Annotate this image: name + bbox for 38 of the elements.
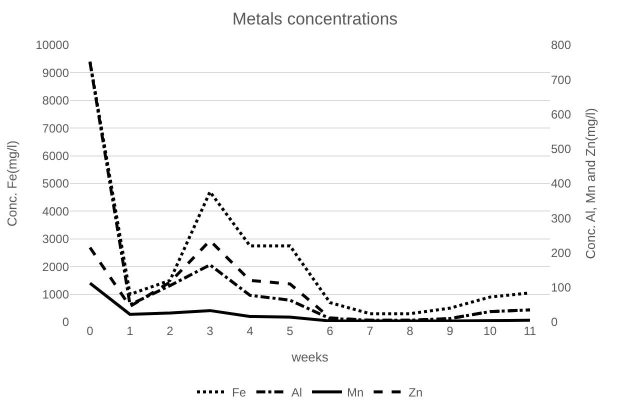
y-tick-label: 2000	[42, 260, 70, 274]
y2-tick-label: 100	[551, 280, 572, 295]
y-tick-label: 4000	[42, 204, 70, 218]
y2-tick-label: 600	[551, 107, 572, 122]
y-tick-label: 9000	[42, 66, 70, 80]
y2-tick-label: 800	[551, 38, 572, 52]
x-tick-label: 8	[406, 324, 414, 338]
y2-tick-label: 200	[551, 246, 572, 260]
y-tick-label: 10000	[36, 38, 70, 52]
x-tick-label: 5	[286, 324, 294, 338]
y-tick-label: 3000	[42, 232, 70, 246]
x-tick-label: 6	[326, 324, 334, 338]
y2-axis-title: Conc. Al, Mn and Zn(mg/l)	[582, 108, 598, 259]
legend-label: Mn	[347, 386, 364, 400]
legend-label: Fe	[232, 386, 246, 400]
x-tick-label: 4	[246, 324, 254, 338]
y-tick-label: 8000	[42, 94, 70, 108]
y-tick-label: 7000	[42, 121, 70, 136]
y-tick-label: 5000	[42, 176, 70, 191]
x-tick-label: 9	[446, 324, 454, 338]
x-tick-label: 7	[366, 324, 374, 338]
y-axis-title: Conc. Fe(mg/l)	[4, 140, 20, 226]
x-tick-label: 0	[86, 324, 94, 338]
x-tick-label: 11	[524, 324, 537, 338]
y-tick-label: 6000	[42, 149, 70, 163]
y2-tick-label: 300	[551, 211, 572, 226]
legend-label: Al	[291, 386, 302, 400]
y-tick-label: 1000	[42, 288, 70, 302]
legend-label: Zn	[408, 386, 423, 400]
x-tick-label: 2	[166, 324, 174, 338]
x-axis-title: weeks	[290, 350, 329, 365]
x-tick-label: 3	[206, 324, 214, 338]
y2-tick-label: 500	[551, 142, 572, 156]
chart-title: Metals concentrations	[232, 9, 398, 28]
y2-tick-label: 400	[551, 176, 572, 191]
y2-tick-label: 700	[551, 72, 572, 87]
x-tick-label: 10	[483, 324, 497, 338]
x-tick-label: 1	[126, 324, 134, 338]
